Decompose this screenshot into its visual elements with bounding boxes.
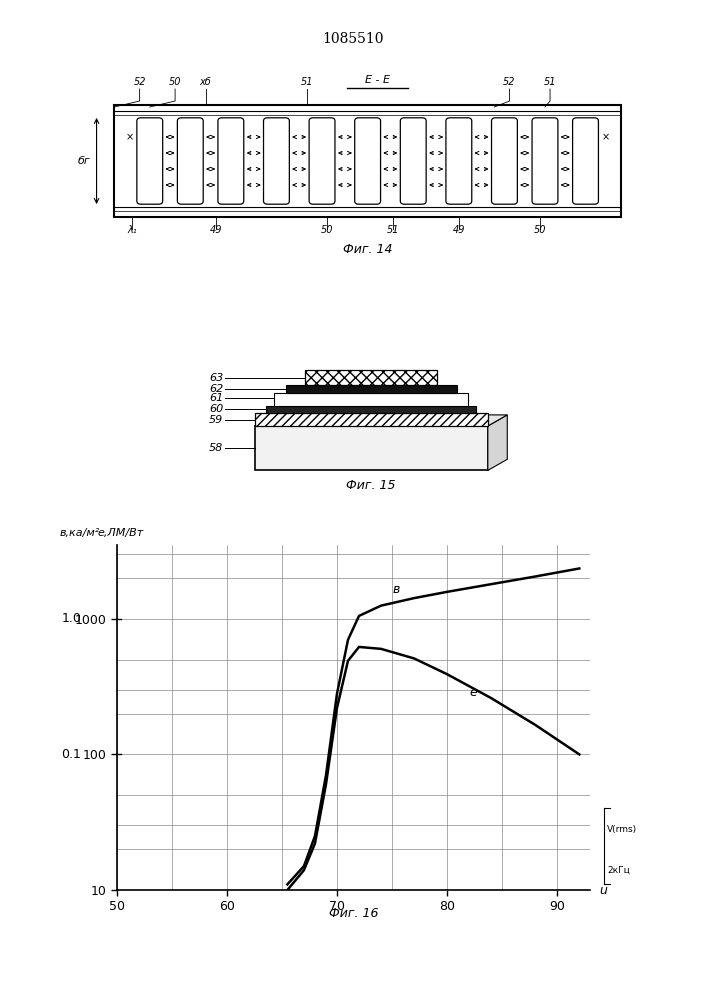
- Text: 60: 60: [209, 404, 223, 414]
- Text: 50: 50: [321, 225, 334, 235]
- Text: Фиг. 15: Фиг. 15: [346, 479, 396, 492]
- Text: 62: 62: [209, 384, 223, 394]
- Polygon shape: [255, 415, 508, 426]
- Polygon shape: [488, 415, 508, 470]
- FancyBboxPatch shape: [532, 118, 558, 204]
- Text: 50: 50: [169, 77, 182, 87]
- Bar: [266, 406, 477, 413]
- Bar: [255, 426, 488, 470]
- Text: 1.0: 1.0: [62, 612, 81, 625]
- Text: в,ка/м²: в,ка/м²: [60, 528, 100, 538]
- Text: ×: ×: [602, 132, 610, 142]
- Text: Фиг. 16: Фиг. 16: [329, 907, 378, 920]
- FancyBboxPatch shape: [137, 118, 163, 204]
- Text: λ₁: λ₁: [127, 225, 137, 235]
- Bar: [115, 105, 621, 217]
- Text: xб: xб: [199, 77, 211, 87]
- Text: е,ЛМ/Вт: е,ЛМ/Вт: [98, 528, 144, 538]
- Bar: [255, 413, 488, 426]
- FancyBboxPatch shape: [355, 118, 380, 204]
- FancyBboxPatch shape: [446, 118, 472, 204]
- FancyBboxPatch shape: [400, 118, 426, 204]
- Text: E - E: E - E: [366, 75, 390, 85]
- Text: Фиг. 14: Фиг. 14: [343, 243, 392, 256]
- Text: 51: 51: [387, 225, 399, 235]
- FancyBboxPatch shape: [309, 118, 335, 204]
- FancyBboxPatch shape: [264, 118, 289, 204]
- Text: ×: ×: [125, 132, 134, 142]
- FancyBboxPatch shape: [491, 118, 518, 204]
- Text: 49: 49: [452, 225, 465, 235]
- Text: 2кГц: 2кГц: [607, 866, 630, 875]
- Text: бг: бг: [78, 156, 90, 166]
- Bar: [274, 393, 468, 406]
- Text: 59: 59: [209, 415, 223, 425]
- Text: V(rms): V(rms): [607, 825, 637, 834]
- Text: u: u: [599, 884, 607, 896]
- Text: 49: 49: [209, 225, 222, 235]
- Text: е: е: [469, 686, 477, 699]
- Bar: [305, 370, 437, 385]
- Text: 63: 63: [209, 373, 223, 383]
- Text: 51: 51: [544, 77, 556, 87]
- Text: 61: 61: [209, 393, 223, 403]
- Text: 50: 50: [534, 225, 547, 235]
- Text: 58: 58: [209, 443, 223, 453]
- FancyBboxPatch shape: [218, 118, 244, 204]
- FancyBboxPatch shape: [177, 118, 203, 204]
- FancyBboxPatch shape: [573, 118, 598, 204]
- Text: 52: 52: [503, 77, 516, 87]
- Text: 51: 51: [300, 77, 313, 87]
- Text: 52: 52: [134, 77, 146, 87]
- Text: в: в: [392, 583, 399, 596]
- Text: 1085510: 1085510: [323, 32, 384, 46]
- Bar: [286, 385, 457, 393]
- Text: 0.1: 0.1: [62, 748, 81, 761]
